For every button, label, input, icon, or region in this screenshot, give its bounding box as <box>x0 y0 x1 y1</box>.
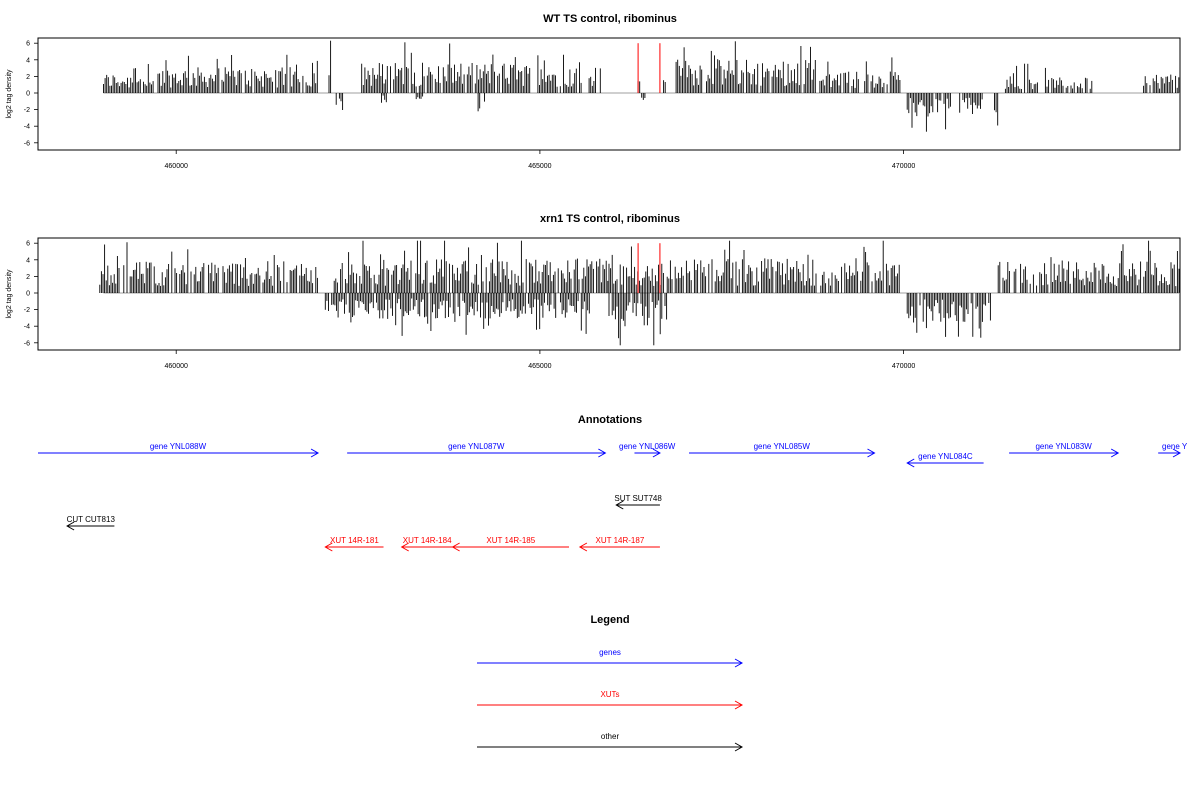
y-tick-label: 4 <box>26 257 30 264</box>
legend-XUTs-arrowhead <box>734 700 744 710</box>
wt-y-axis-label: log2 tag density <box>6 69 13 119</box>
feature-gene3-label: gene YNL086W <box>619 442 676 451</box>
feature-xut1-arrowhead <box>324 542 333 552</box>
legend-entries: genes XUTs other <box>477 648 744 752</box>
y-tick-label: 2 <box>26 74 30 81</box>
feature-gene7-arrowhead <box>1172 448 1182 458</box>
x-tick-label: 465000 <box>528 363 551 370</box>
feature-gene4-arrowhead <box>867 448 876 458</box>
x-tick-label: 460000 <box>165 363 188 370</box>
feature-xut3-label: XUT 14R-185 <box>486 536 535 545</box>
feature-xut3-arrowhead <box>451 542 460 552</box>
wt-x-axis: 460000 465000 470000 <box>165 150 915 170</box>
legend-other-label: other <box>601 732 620 741</box>
feature-gene2-arrowhead <box>598 448 607 458</box>
legend-genes-arrowhead <box>734 658 744 668</box>
feature-xut1-label: XUT 14R-181 <box>330 536 379 545</box>
y-tick-label: -2 <box>24 107 30 114</box>
feature-cut-arrowhead <box>66 521 75 531</box>
xrn1-track-frame <box>37 237 1181 351</box>
feature-gene3-arrowhead <box>652 448 661 458</box>
xrn1-y-axis: -6 -4 -2 0 2 4 6 <box>24 241 38 347</box>
y-tick-label: 0 <box>26 291 30 298</box>
feature-gene5-label: gene YNL084C <box>918 452 973 461</box>
xrn1-y-axis-label: log2 tag density <box>6 269 13 319</box>
y-tick-label: -4 <box>24 124 30 131</box>
xrn1-track-title: xrn1 TS control, ribominus <box>540 213 680 225</box>
feature-xut2-label: XUT 14R-184 <box>403 536 452 545</box>
xrn1-density-bars <box>99 240 1180 346</box>
wt-density-bars <box>103 40 1180 132</box>
feature-sut-arrowhead <box>615 500 624 510</box>
y-tick-label: -4 <box>24 324 30 331</box>
annotation-features: gene YNL088W gene YNL087W gene YNL086W gene… <box>38 442 1188 552</box>
y-tick-label: -6 <box>24 340 30 347</box>
x-tick-label: 470000 <box>892 163 915 170</box>
feature-gene2-label: gene YNL087W <box>448 442 505 451</box>
feature-gene7-label: gene Y <box>1162 442 1188 451</box>
legend-title: Legend <box>590 614 629 626</box>
y-tick-label: 0 <box>26 91 30 98</box>
x-tick-label: 465000 <box>528 163 551 170</box>
y-tick-label: 6 <box>26 41 30 48</box>
xrn1-x-axis: 460000 465000 470000 <box>165 350 915 370</box>
y-tick-label: -2 <box>24 307 30 314</box>
y-tick-label: 2 <box>26 274 30 281</box>
feature-sut-label: SUT SUT748 <box>614 494 662 503</box>
annotations-panel: Annotations gene YNL088W gene YNL087W gene… <box>38 414 1188 552</box>
feature-gene4-label: gene YNL085W <box>754 442 811 451</box>
feature-gene1-arrowhead <box>310 448 320 458</box>
wt-y-axis: -6 -4 -2 0 2 4 6 <box>24 41 38 147</box>
wt-track-panel: WT TS control, ribominus -6 -4 -2 0 2 4 6 4600… <box>6 13 1181 170</box>
annotations-title: Annotations <box>578 414 642 426</box>
feature-xut2-arrowhead <box>400 542 409 552</box>
legend-XUTs-label: XUTs <box>600 690 619 699</box>
x-tick-label: 470000 <box>892 363 915 370</box>
legend-panel: Legend genes XUTs other <box>477 614 744 752</box>
feature-gene6-label: gene YNL083W <box>1035 442 1092 451</box>
y-tick-label: -6 <box>24 140 30 147</box>
feature-xut4-arrowhead <box>578 542 588 552</box>
wt-track-frame <box>37 37 1181 151</box>
legend-other-arrowhead <box>734 742 744 752</box>
x-tick-label: 460000 <box>165 163 188 170</box>
y-tick-label: 6 <box>26 241 30 248</box>
y-tick-label: 4 <box>26 57 30 64</box>
legend-genes-label: genes <box>599 648 621 657</box>
feature-gene6-arrowhead <box>1110 448 1120 458</box>
xrn1-track-panel: xrn1 TS control, ribominus -6 -4 -2 0 2 4 6 46… <box>6 213 1181 370</box>
feature-gene5-arrowhead <box>906 458 915 468</box>
wt-track-title: WT TS control, ribominus <box>543 13 677 25</box>
feature-gene1-label: gene YNL088W <box>150 442 207 451</box>
feature-xut4-label: XUT 14R-187 <box>596 536 645 545</box>
feature-cut-label: CUT CUT813 <box>67 515 116 524</box>
